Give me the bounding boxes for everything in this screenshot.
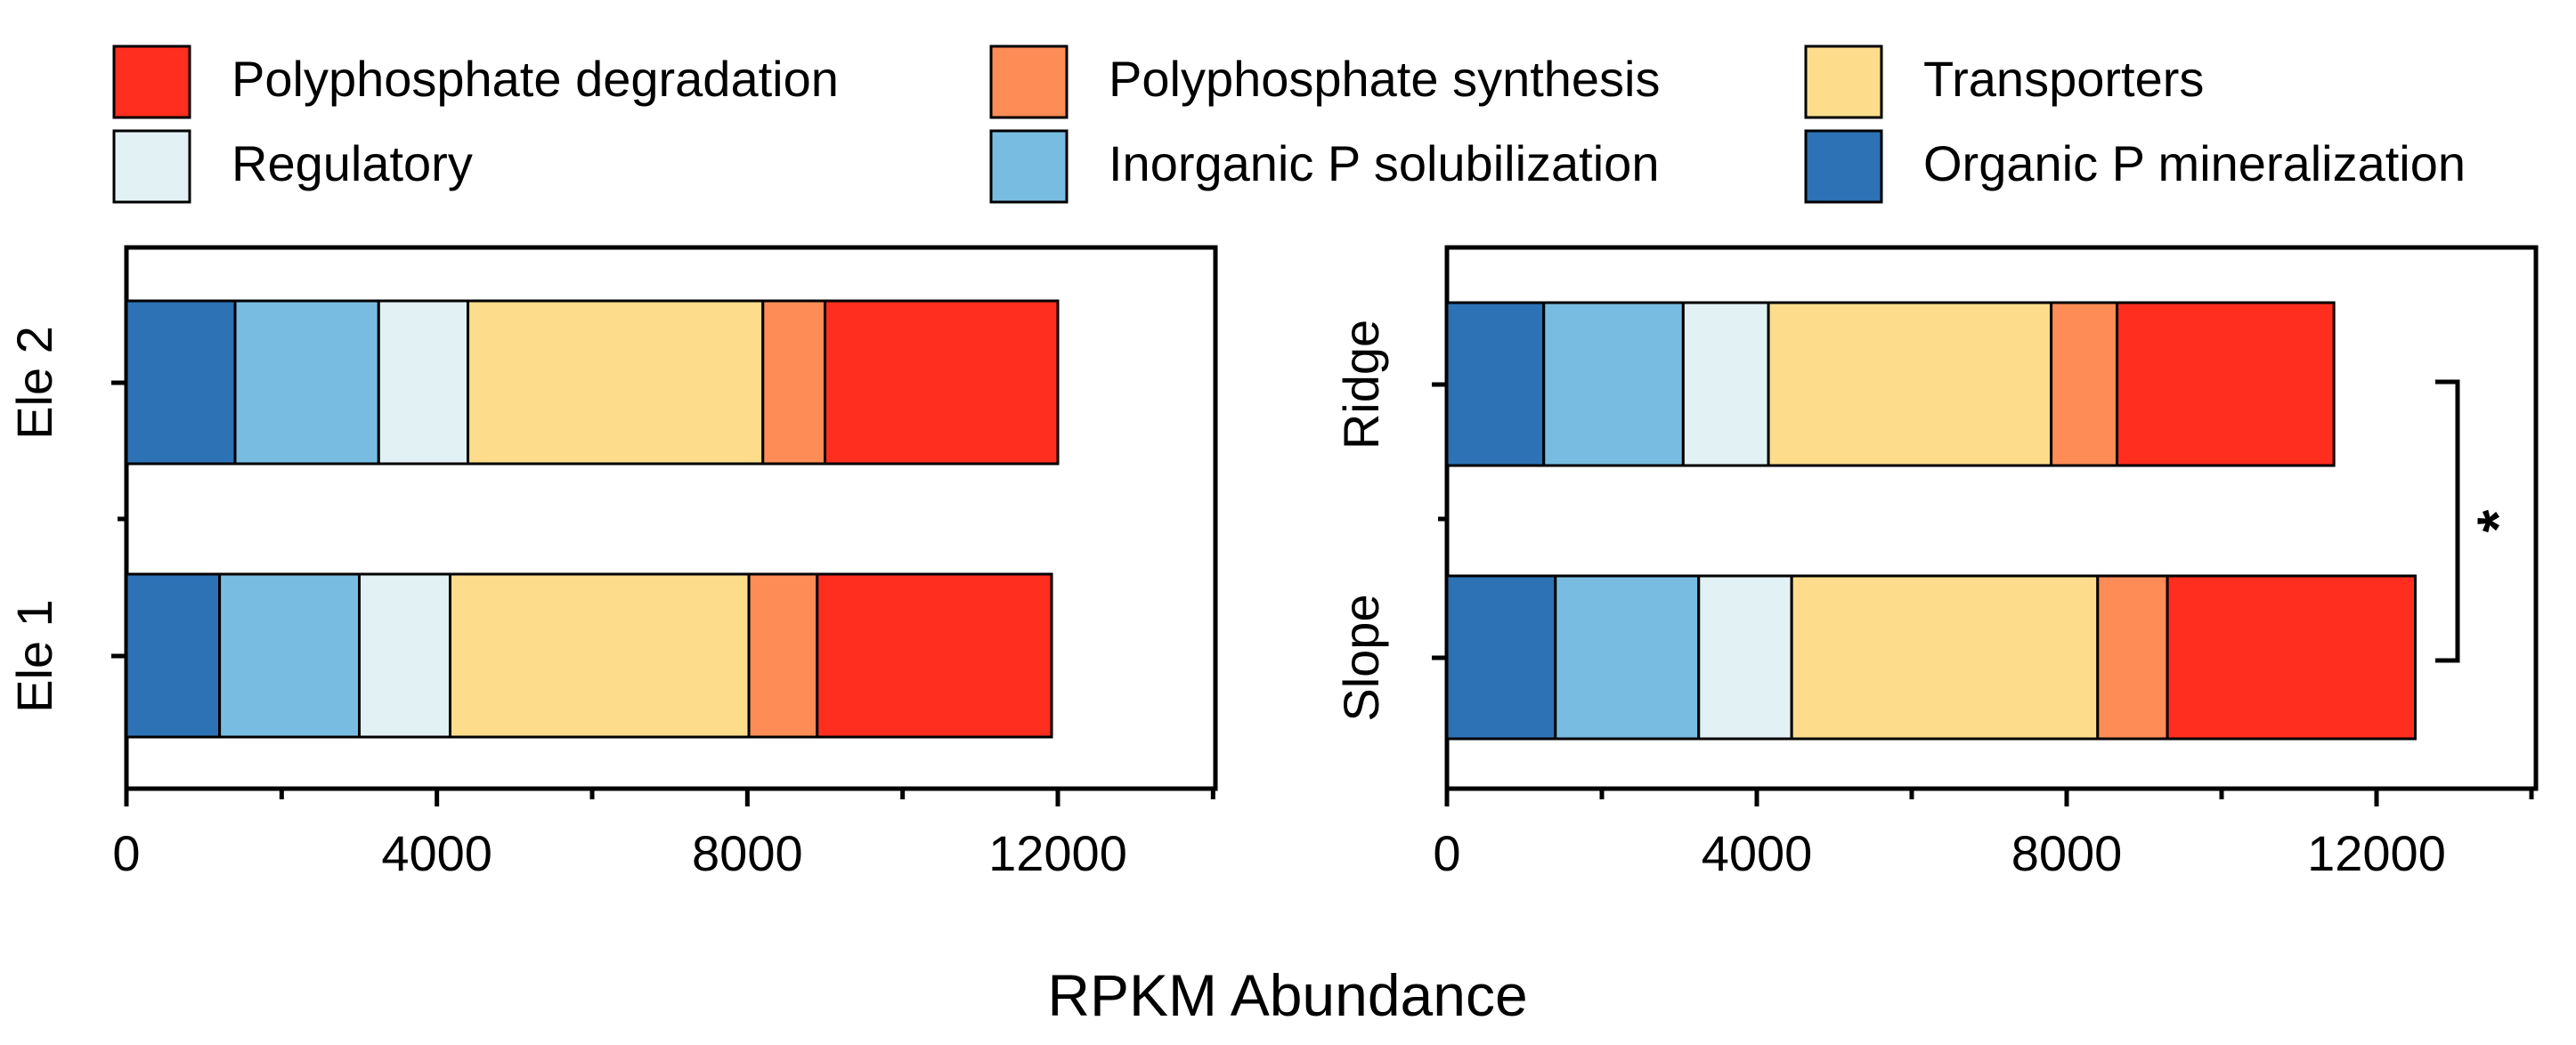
x-tick-label: 8000: [2011, 825, 2123, 881]
panel-elevation: Ele 2 Ele 1 0 4000 8000 12000: [6, 245, 1218, 881]
bar-slope-transporters: [1790, 574, 2100, 741]
y-tick-label-slope: Slope: [1333, 594, 1389, 721]
bar-slope-regulatory: [1697, 574, 1793, 741]
panel-topography: Ridge Slope 0 4000 8000 12000 *: [1333, 245, 2539, 881]
bar-ridge-transporters: [1767, 301, 2053, 467]
x-axis-label: RPKM Abundance: [1047, 962, 1527, 1028]
bar-ele-2-polyphosphate-synthesis: [761, 299, 826, 466]
bar-slope-organic-p-mineralization: [1445, 574, 1557, 741]
y-tick-label-ele-1: Ele 1: [6, 599, 62, 713]
x-tick-label: 4000: [1702, 825, 1813, 881]
x-tick-label: 0: [112, 825, 140, 881]
bar-ele-1-polyphosphate-synthesis: [747, 572, 819, 739]
bar-ele-1-polyphosphate-degradation: [816, 572, 1053, 739]
significance-bracket: [2435, 379, 2460, 663]
legend-label-polyphosphate-degradation: Polyphosphate degradation: [232, 51, 839, 107]
bar-slope-polyphosphate-degradation: [2166, 574, 2418, 741]
bar-ele-2-inorganic-p-solubilization: [233, 299, 380, 466]
y-tick-label-ridge: Ridge: [1333, 320, 1389, 450]
bar-ele-2-organic-p-mineralization: [125, 299, 237, 466]
bar-ele-2-regulatory: [377, 299, 470, 466]
legend: Polyphosphate degradation Polyphosphate s…: [112, 45, 2466, 204]
x-tick-label: 12000: [2307, 825, 2446, 881]
bar-ele-1-organic-p-mineralization: [125, 572, 222, 739]
bar-ele-1-regulatory: [358, 572, 451, 739]
legend-label-inorganic-p-solubilization: Inorganic P solubilization: [1109, 135, 1659, 191]
bar-ele-2-polyphosphate-degradation: [824, 299, 1060, 466]
legend-swatch-polyphosphate-synthesis: [989, 45, 1069, 119]
bar-ridge-inorganic-p-solubilization: [1542, 301, 1685, 467]
bar-ridge-polyphosphate-degradation: [2116, 301, 2336, 467]
bar-ridge-polyphosphate-synthesis: [2050, 301, 2119, 467]
bar-ridge-regulatory: [1681, 301, 1770, 467]
significance-star: *: [2465, 509, 2531, 532]
bar-ridge-organic-p-mineralization: [1445, 301, 1546, 467]
legend-swatch-polyphosphate-degradation: [112, 45, 191, 119]
y-tick-label-ele-2: Ele 2: [6, 326, 62, 440]
bar-slope-inorganic-p-solubilization: [1554, 574, 1701, 741]
bar-ele-1-inorganic-p-solubilization: [218, 572, 361, 739]
legend-swatch-transporters: [1804, 45, 1883, 119]
x-tick-label: 4000: [381, 825, 492, 881]
x-tick-label: 12000: [988, 825, 1127, 881]
legend-swatch-inorganic-p-solubilization: [989, 129, 1069, 204]
legend-label-organic-p-mineralization: Organic P mineralization: [1923, 135, 2466, 191]
legend-label-polyphosphate-synthesis: Polyphosphate synthesis: [1109, 51, 1661, 107]
bar-ele-2-transporters: [467, 299, 765, 466]
x-tick-label: 0: [1433, 825, 1460, 881]
legend-label-regulatory: Regulatory: [232, 135, 473, 191]
legend-label-transporters: Transporters: [1923, 51, 2204, 107]
bar-ele-1-transporters: [448, 572, 751, 739]
x-tick-label: 8000: [692, 825, 803, 881]
legend-swatch-organic-p-mineralization: [1804, 129, 1883, 204]
bar-slope-polyphosphate-synthesis: [2096, 574, 2169, 741]
legend-swatch-regulatory: [112, 129, 191, 204]
